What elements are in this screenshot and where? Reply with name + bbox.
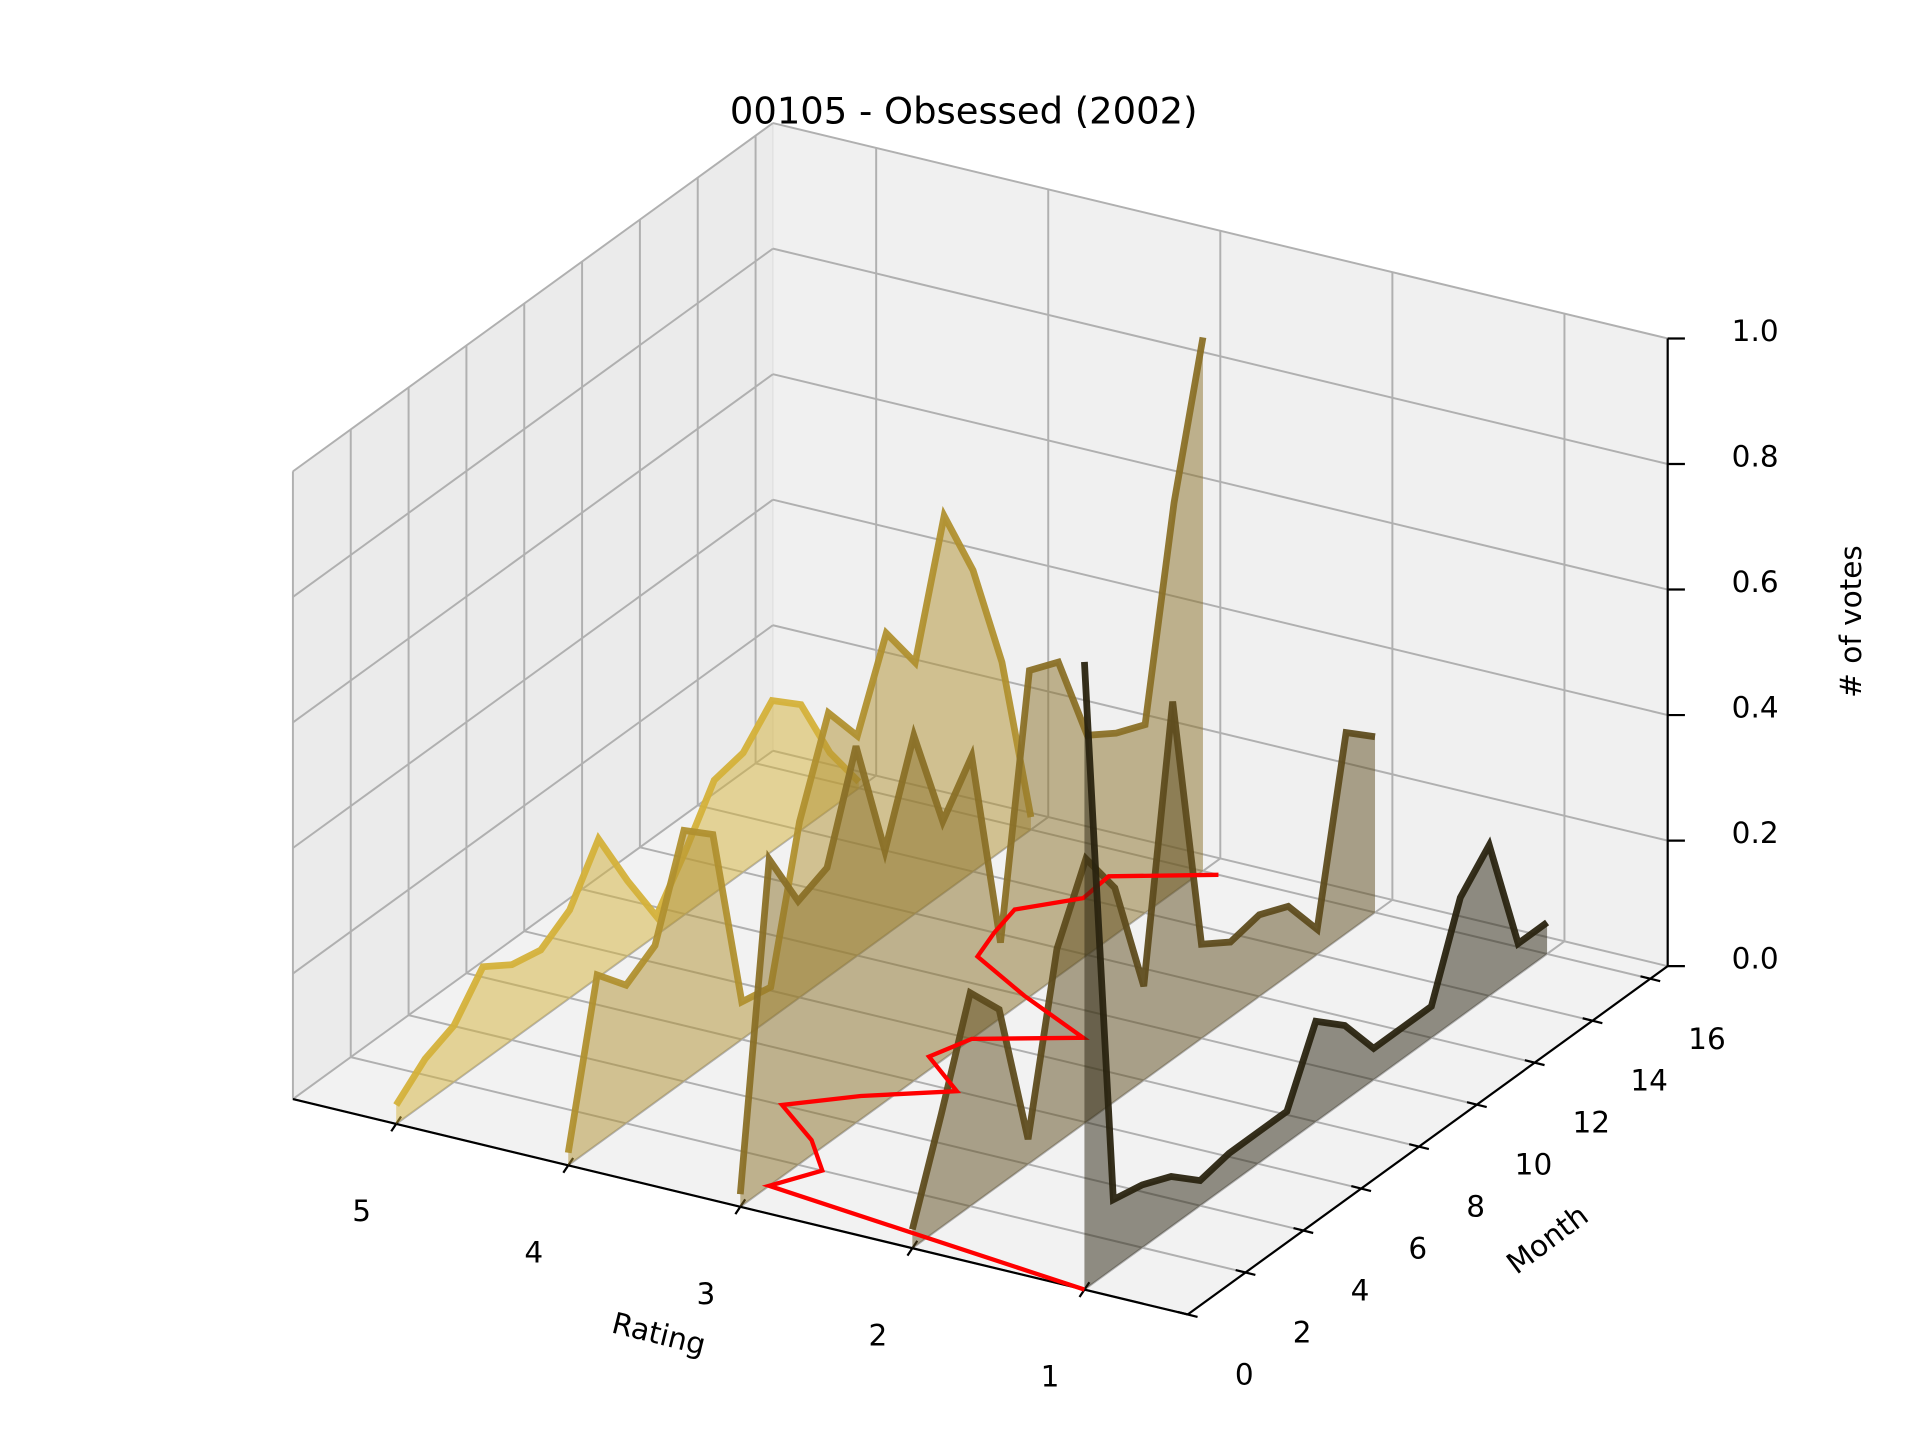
- mean-line: [761, 872, 1219, 1292]
- y-tick: [1466, 1101, 1487, 1109]
- series-line: [393, 696, 862, 1107]
- y-tick-label: 8: [1466, 1190, 1485, 1224]
- z-tick-label: 0.0: [1732, 942, 1779, 976]
- y-tick: [1293, 1226, 1314, 1235]
- grid-line: [1083, 940, 1566, 1291]
- y-tick: [1235, 1268, 1256, 1277]
- grid-line: [772, 373, 1668, 591]
- y-tick: [1582, 1017, 1603, 1025]
- y-tick-label: 6: [1408, 1232, 1427, 1266]
- z-axis-label: # of votes: [1834, 545, 1868, 698]
- y-tick: [1408, 1143, 1430, 1151]
- y-tick-label: 0: [1235, 1357, 1254, 1391]
- x-tick-label: 4: [524, 1235, 543, 1269]
- series-line: [736, 336, 1207, 1195]
- y-tick-label: 4: [1351, 1274, 1370, 1308]
- grid-line: [772, 247, 1668, 465]
- y-tick-label: 16: [1688, 1022, 1726, 1056]
- axis-line: [1187, 965, 1669, 1316]
- z-tick-label: 0.8: [1732, 439, 1779, 473]
- grid-line: [292, 122, 774, 473]
- area-fill: [396, 700, 859, 1124]
- y-tick: [1524, 1059, 1545, 1067]
- series-line: [1081, 661, 1550, 1206]
- z-tick-label: 0.2: [1732, 816, 1779, 850]
- series-line: [564, 505, 1035, 1154]
- grid-line: [772, 122, 1668, 340]
- grid-line: [292, 749, 774, 1100]
- grid-line: [292, 373, 774, 724]
- grid-line: [772, 498, 1668, 717]
- y-tick-label: 12: [1573, 1106, 1611, 1140]
- y-tick-label: 2: [1293, 1316, 1312, 1350]
- x-tick-label: 1: [1041, 1360, 1060, 1394]
- grid-line: [292, 247, 774, 598]
- z-tick-label: 1.0: [1732, 314, 1779, 348]
- x-tick-label: 3: [696, 1277, 715, 1311]
- y-axis-label: Month: [1500, 1198, 1594, 1281]
- y-tick: [1351, 1185, 1372, 1193]
- y-tick: [1640, 975, 1661, 983]
- z-tick-label: 0.6: [1732, 565, 1779, 599]
- chart-title: 00105 - Obsessed (2002): [730, 90, 1198, 133]
- grid-line: [292, 624, 774, 975]
- y-tick: [1177, 1310, 1198, 1318]
- z-tick-label: 0.4: [1732, 690, 1779, 724]
- x-tick-label: 2: [869, 1318, 888, 1352]
- area-fill: [1084, 661, 1548, 1290]
- y-tick-label: 14: [1630, 1064, 1668, 1098]
- grid-line: [292, 498, 774, 849]
- series-line: [909, 701, 1376, 1231]
- x-tick-label: 5: [352, 1194, 371, 1228]
- x-axis-label: Rating: [609, 1306, 710, 1362]
- area-fill: [912, 701, 1376, 1249]
- y-tick-label: 10: [1515, 1148, 1553, 1182]
